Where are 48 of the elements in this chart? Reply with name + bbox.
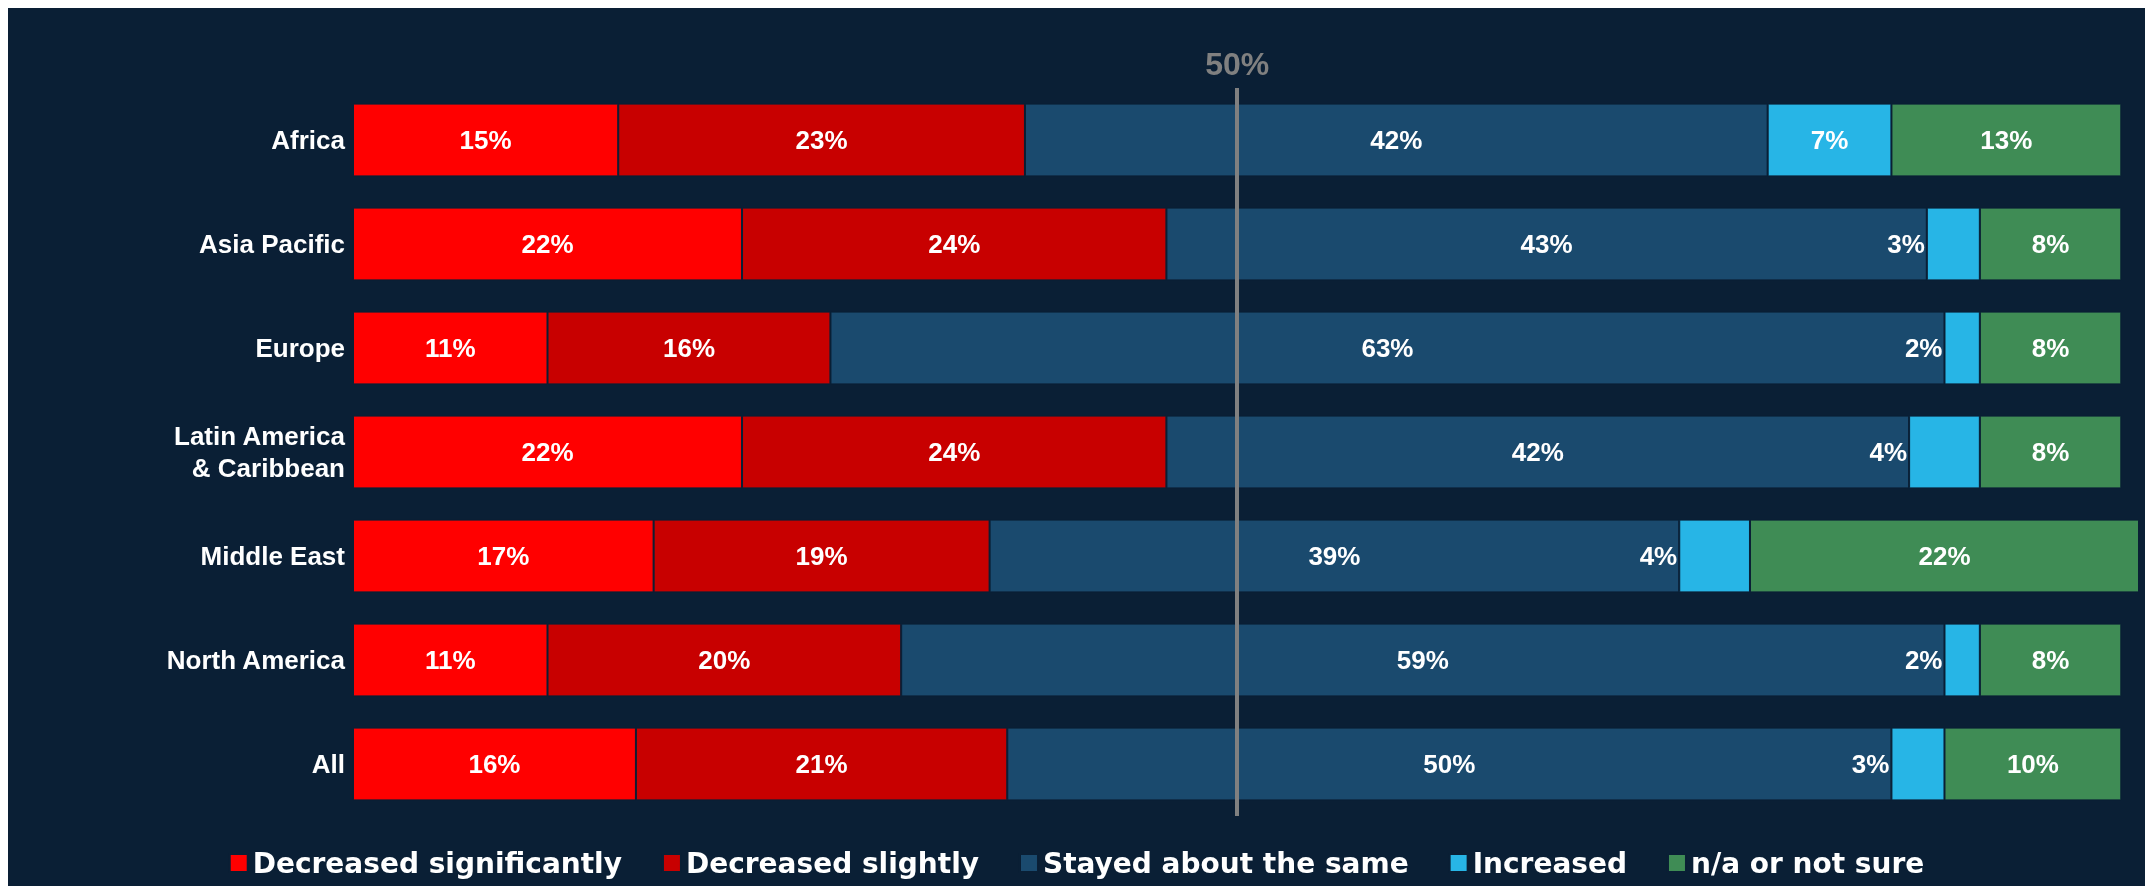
data-label: 4% [1869,437,1908,467]
y-tick-label: All [311,749,345,779]
data-label: 8% [2031,645,2070,675]
data-label: 3% [1851,749,1890,779]
data-label: 50% [1423,749,1476,779]
data-label: 16% [468,749,521,779]
data-label: 10% [2006,749,2059,779]
legend-label: n/a or not sure [1690,846,1925,880]
data-label: 2% [1904,645,1943,675]
data-label: 63% [1361,333,1414,363]
legend-label: Decreased significantly [252,846,622,880]
data-label: 22% [521,437,574,467]
data-label: 7% [1810,125,1849,155]
y-tick-label: Europe [255,333,345,363]
data-label: 42% [1370,125,1423,155]
y-tick-label: North America [166,645,346,675]
data-label: 8% [2031,437,2070,467]
data-label: 11% [424,333,476,363]
legend-label: Increased [1472,846,1627,880]
data-label: 16% [662,333,715,363]
data-label: 22% [1918,541,1971,571]
data-label: 24% [928,437,981,467]
data-label: 13% [1980,125,2033,155]
data-label: 8% [2031,229,2070,259]
data-label: 24% [928,229,981,259]
data-label: 17% [477,541,530,571]
data-label: 2% [1904,333,1943,363]
y-tick-label: Latin America & Caribbean [174,421,346,483]
data-label: 43% [1520,229,1573,259]
y-tick-label: Middle East [200,541,346,571]
data-label: 11% [424,645,476,675]
legend-label: Decreased slightly [685,846,979,880]
data-label: 59% [1396,645,1449,675]
y-tick-label: Africa [271,125,346,155]
ref-line-label: 50% [1205,46,1270,82]
data-label: 21% [795,749,848,779]
data-label: 4% [1639,541,1678,571]
data-label: 20% [698,645,751,675]
data-label: 23% [795,125,848,155]
data-label: 3% [1887,229,1925,259]
data-label: 19% [795,541,848,571]
legend-label: Stayed about the same [1042,846,1409,880]
data-label: 8% [2031,333,2070,363]
data-label: 42% [1511,437,1564,467]
data-label: 39% [1308,541,1361,571]
data-label: 22% [521,229,574,259]
y-tick-label: Asia Pacific [199,229,345,259]
data-label: 15% [459,125,512,155]
